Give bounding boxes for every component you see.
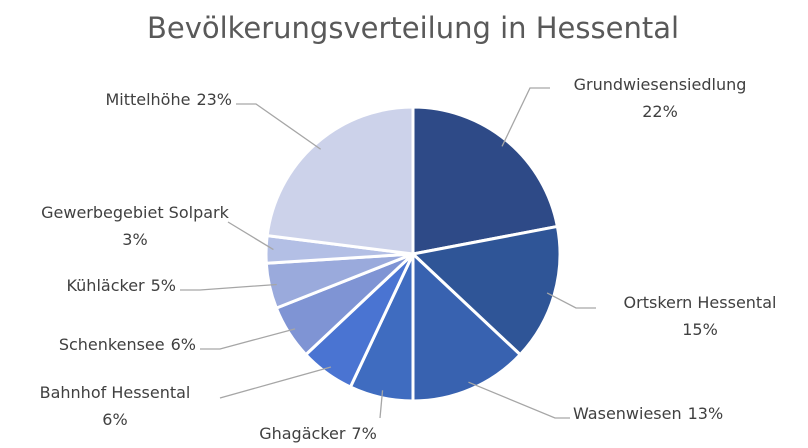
slice-label: Grundwiesensiedlung 22% bbox=[574, 75, 747, 121]
slice-label: Ortskern Hessental 15% bbox=[624, 293, 777, 339]
slice-label-value: 13% bbox=[688, 404, 724, 423]
slice-label: Ghagäcker 7% bbox=[259, 424, 377, 443]
leader-line bbox=[236, 103, 322, 150]
slice-label: Bahnhof Hessental 6% bbox=[40, 383, 191, 429]
slice-label-value: 22% bbox=[642, 102, 678, 121]
chart-title: Bevölkerungsverteilung in Hessental bbox=[147, 11, 679, 45]
pie-slice bbox=[411, 250, 523, 403]
slice-label-value: 3% bbox=[122, 230, 147, 249]
slice-label-name: Grundwiesensiedlung bbox=[574, 75, 747, 94]
slice-label-name: Ortskern Hessental bbox=[624, 293, 777, 312]
slice-label: Wasenwiesen 13% bbox=[573, 404, 723, 423]
slice-label-value: 6% bbox=[102, 410, 127, 429]
slice-label-name: Schenkensee bbox=[59, 335, 165, 354]
slice-label-value: 6% bbox=[171, 335, 196, 354]
slice-label: Mittelhöhe 23% bbox=[105, 90, 232, 109]
leader-line bbox=[468, 381, 570, 419]
leader-line bbox=[501, 87, 550, 147]
leader-line bbox=[379, 390, 384, 419]
slice-label: Kühläcker 5% bbox=[66, 276, 176, 295]
leader-line bbox=[219, 366, 332, 399]
slice-label: Gewerbegebiet Solpark 3% bbox=[41, 203, 229, 249]
slice-label-value: 5% bbox=[151, 276, 176, 295]
slice-label-value: 7% bbox=[351, 424, 376, 443]
slice-label-value: 23% bbox=[196, 90, 232, 109]
slice-label-name: Bahnhof Hessental bbox=[40, 383, 191, 402]
slice-label-name: Ghagäcker bbox=[259, 424, 346, 443]
slice-label-name: Gewerbegebiet Solpark bbox=[41, 203, 229, 222]
leader-line bbox=[200, 328, 296, 350]
pie-slice bbox=[409, 224, 562, 357]
slice-label-name: Mittelhöhe bbox=[105, 90, 190, 109]
pie-slice bbox=[265, 105, 415, 256]
slice-label-value: 15% bbox=[682, 320, 718, 339]
slice-label: Schenkensee 6% bbox=[59, 335, 196, 354]
leader-line bbox=[227, 221, 274, 251]
pie-slice bbox=[411, 105, 560, 256]
leader-line bbox=[180, 283, 277, 291]
slice-label-name: Wasenwiesen bbox=[573, 404, 682, 423]
leader-line bbox=[546, 292, 596, 309]
slice-label-name: Kühläcker bbox=[66, 276, 145, 295]
